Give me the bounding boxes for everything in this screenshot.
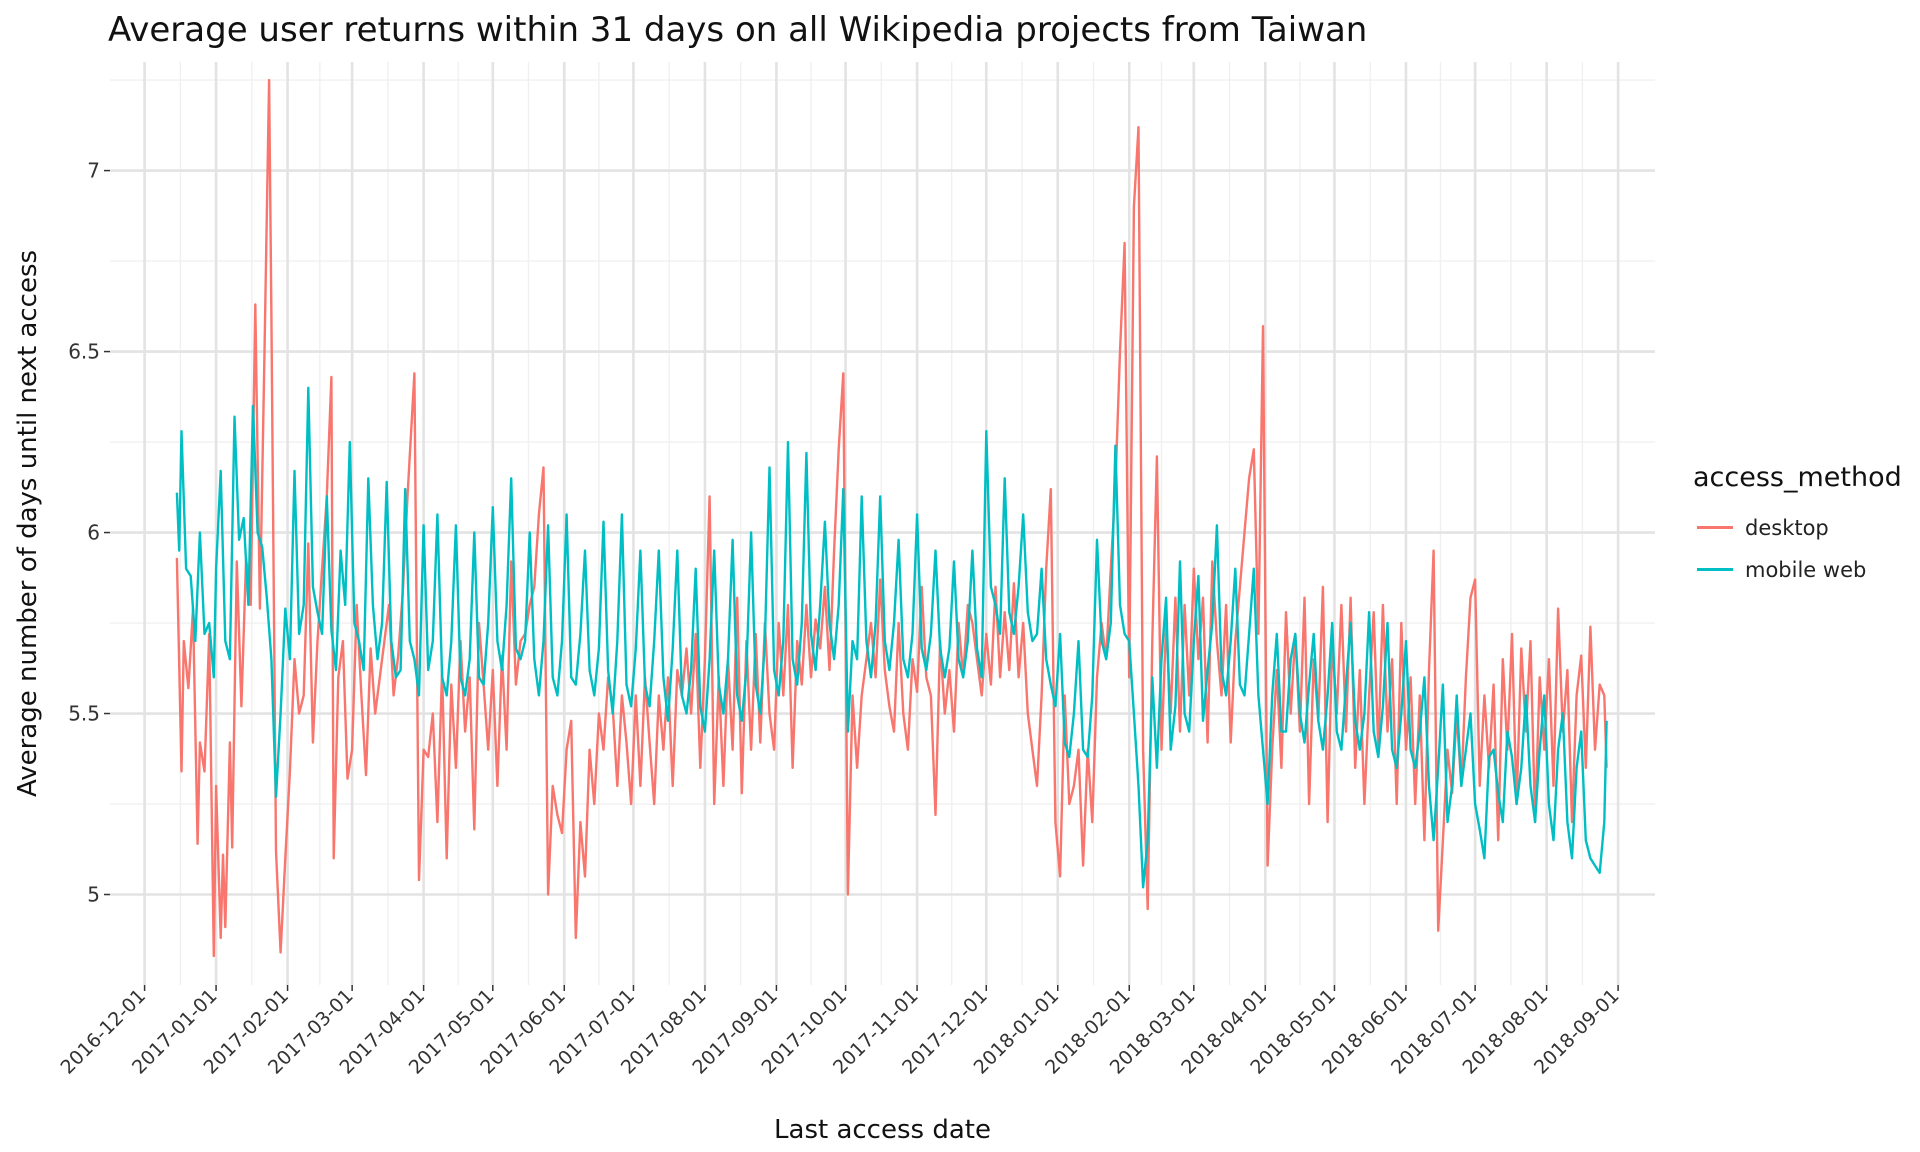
y-tick-label: 6 <box>87 521 100 545</box>
legend-item-mobile-web: mobile web <box>1693 549 1902 591</box>
series-line-desktop <box>175 78 1608 958</box>
chart-title: Average user returns within 31 days on a… <box>108 10 1368 50</box>
legend: access_method desktop mobile web <box>1693 462 1902 591</box>
y-tick-label: 7 <box>87 159 100 183</box>
x-axis-title: Last access date <box>774 1115 991 1145</box>
y-tick-label: 6.5 <box>68 340 100 364</box>
legend-line-desktop <box>1697 526 1733 529</box>
legend-label-mobile-web: mobile web <box>1745 558 1867 582</box>
legend-title: access_method <box>1693 462 1902 493</box>
series-line-mobile-web <box>175 386 1608 889</box>
legend-key-desktop <box>1693 507 1737 549</box>
legend-key-mobile-web <box>1693 549 1737 591</box>
legend-label-desktop: desktop <box>1745 516 1829 540</box>
legend-item-desktop: desktop <box>1693 507 1902 549</box>
y-tick-label: 5.5 <box>68 702 100 726</box>
y-tick-label: 5 <box>87 883 100 907</box>
legend-line-mobile-web <box>1697 568 1733 571</box>
y-axis-title: Average number of days until next access <box>13 250 43 797</box>
